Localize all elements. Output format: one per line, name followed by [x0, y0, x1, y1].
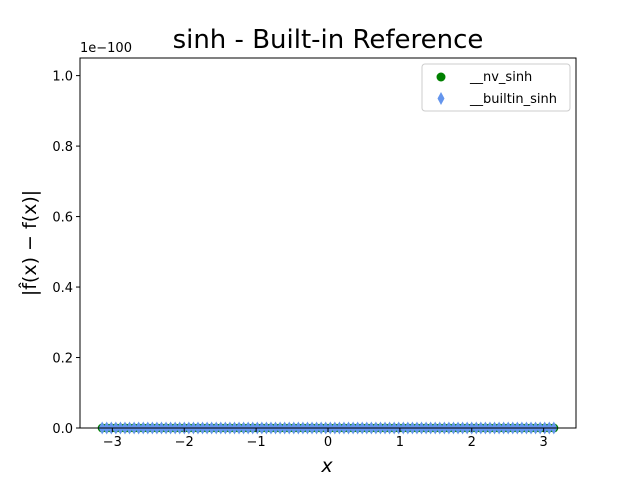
- legend-marker-nv-sinh: [436, 72, 446, 82]
- y-tick-label: 0.8: [52, 140, 73, 155]
- legend-marker-builtin-sinh: [437, 92, 445, 105]
- x-tick-label: 0: [324, 435, 332, 450]
- x-axis-label: x: [320, 455, 333, 477]
- y-axis-offset-text: 1e−100: [80, 41, 132, 56]
- legend-label-nv-sinh: __nv_sinh: [469, 70, 532, 85]
- y-tick-label: 0.4: [52, 281, 73, 296]
- y-tick-label: 1.0: [52, 70, 73, 85]
- y-tick-label: 0.6: [52, 211, 73, 226]
- legend-label-builtin-sinh: __builtin_sinh: [469, 92, 557, 107]
- x-axis-ticks: −3 −2 −1 0 1 2 3: [103, 428, 548, 450]
- y-tick-label: 0.0: [52, 422, 73, 437]
- legend: __nv_sinh __builtin_sinh: [421, 63, 571, 112]
- x-tick-label: −2: [175, 435, 194, 450]
- chart-title: sinh - Built-in Reference: [173, 25, 484, 55]
- x-tick-label: −3: [103, 435, 122, 450]
- plot-area: [80, 58, 576, 428]
- y-tick-label: 0.2: [52, 352, 73, 367]
- x-tick-label: −1: [247, 435, 266, 450]
- x-tick-label: 3: [540, 435, 548, 450]
- legend-box: [421, 63, 571, 112]
- x-tick-label: 2: [468, 435, 476, 450]
- plot-frame: [79, 57, 577, 429]
- y-axis-label: |f̂(x) − f(x)|: [19, 190, 41, 296]
- y-axis-ticks: 0.0 0.2 0.4 0.6 0.8 1.0: [52, 70, 80, 437]
- x-tick-label: 1: [396, 435, 404, 450]
